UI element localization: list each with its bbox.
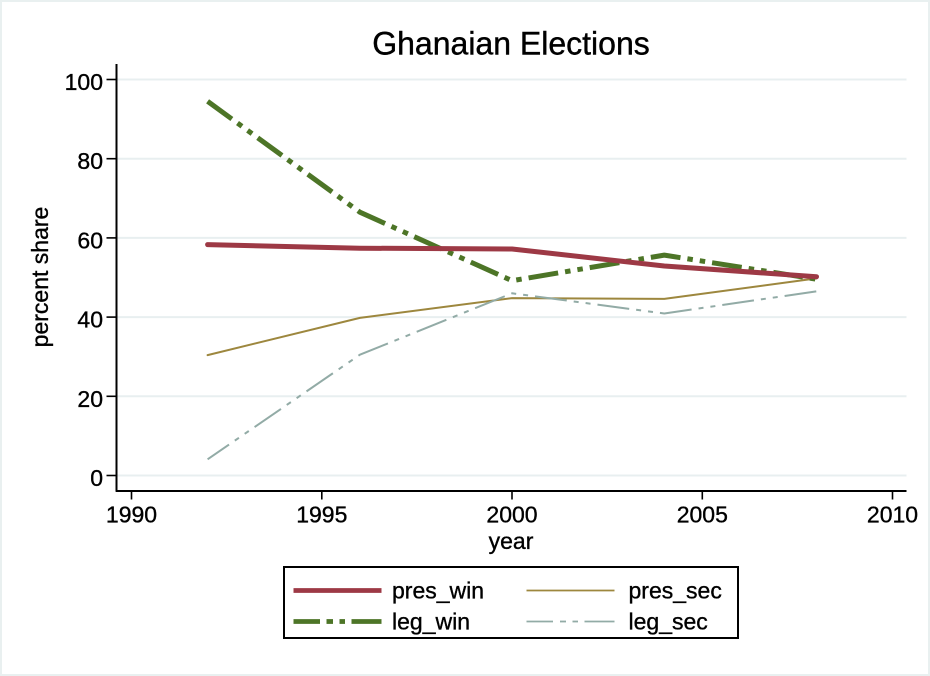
svg-text:1990: 1990 <box>106 502 157 528</box>
svg-text:40: 40 <box>77 307 103 333</box>
svg-text:leg_win: leg_win <box>392 609 470 635</box>
svg-text:leg_sec: leg_sec <box>629 609 708 635</box>
svg-text:year: year <box>489 528 534 554</box>
svg-text:20: 20 <box>77 386 103 412</box>
svg-text:2010: 2010 <box>867 502 918 528</box>
svg-text:0: 0 <box>90 465 103 491</box>
svg-text:pres_win: pres_win <box>392 578 484 604</box>
svg-text:1995: 1995 <box>296 502 347 528</box>
svg-text:2005: 2005 <box>677 502 728 528</box>
svg-text:2000: 2000 <box>486 502 537 528</box>
svg-text:60: 60 <box>77 227 103 253</box>
svg-text:pres_sec: pres_sec <box>629 578 722 604</box>
svg-text:percent share: percent share <box>27 207 53 348</box>
svg-text:Ghanaian Elections: Ghanaian Elections <box>372 26 650 62</box>
svg-text:80: 80 <box>77 148 103 174</box>
svg-text:100: 100 <box>65 69 103 95</box>
